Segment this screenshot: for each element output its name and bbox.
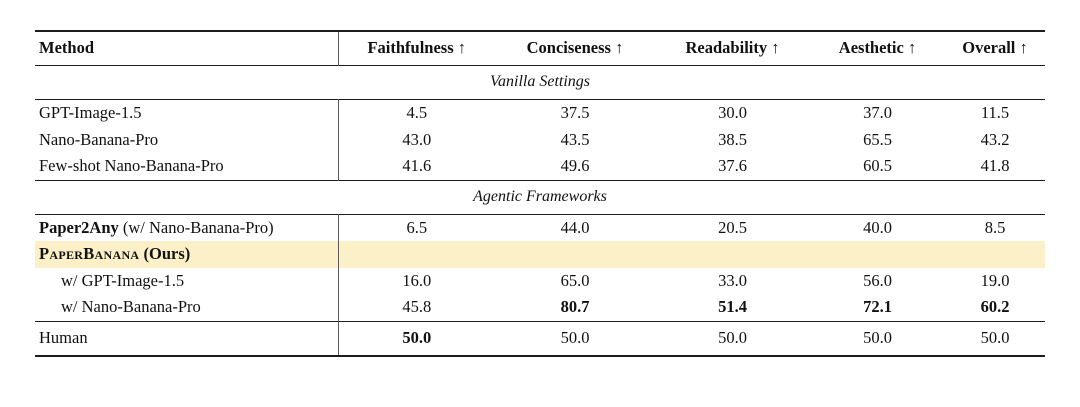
section-label: Agentic Frameworks: [473, 187, 607, 205]
cell-overall: 19.0: [980, 270, 1010, 290]
method-cell: Few-shot Nano-Banana-Pro: [35, 153, 339, 180]
method-cell: w/ GPT-Image-1.5: [35, 267, 339, 294]
col-header-aesthetic: Aesthetic ↑: [838, 38, 917, 57]
cell-conciseness: 44.0: [560, 217, 590, 237]
table-row-human: Human 50.0 50.0 50.0 50.0 50.0: [35, 321, 1045, 356]
table-row-ours-nano-banana-pro: w/ Nano-Banana-Pro 45.8 80.7 51.4 72.1 6…: [35, 294, 1045, 321]
cell-empty: [495, 241, 655, 268]
cell-aesthetic: 56.0: [863, 270, 892, 290]
cell-faithfulness: 50.0: [402, 327, 432, 347]
cell-aesthetic: 72.1: [863, 297, 892, 316]
col-header-faithfulness: Faithfulness ↑: [367, 38, 467, 57]
cell-readability: 37.6: [718, 156, 747, 175]
cell-aesthetic: 37.0: [863, 103, 892, 122]
cell-overall: 43.2: [980, 129, 1010, 149]
cell-overall: 11.5: [980, 103, 1010, 122]
table-row-gpt-image-15: GPT-Image-1.5 4.5 37.5 30.0 37.0 11.5: [35, 99, 1045, 127]
cell-aesthetic: 65.5: [863, 129, 892, 149]
cell-faithfulness: 16.0: [402, 270, 432, 290]
method-name-smallcaps: PaperBanana: [39, 244, 140, 263]
cell-faithfulness: 4.5: [406, 103, 428, 122]
table-row-paper2any: Paper2Any (w/ Nano-Banana-Pro) 6.5 44.0 …: [35, 214, 1045, 241]
cell-aesthetic: 60.5: [863, 156, 892, 175]
table-row-few-shot-nano-banana-pro: Few-shot Nano-Banana-Pro 41.6 49.6 37.6 …: [35, 153, 1045, 180]
col-header-conciseness: Conciseness ↑: [526, 38, 624, 57]
cell-conciseness: 80.7: [560, 297, 590, 316]
cell-empty: [655, 241, 810, 268]
cell-empty: [945, 241, 1045, 268]
section-vanilla-settings: Vanilla Settings: [35, 66, 1045, 100]
cell-empty: [338, 241, 495, 268]
cell-overall: 50.0: [980, 327, 1010, 347]
method-name-bold: Paper2Any: [39, 217, 119, 237]
cell-readability: 51.4: [718, 297, 747, 316]
cell-faithfulness: 41.6: [402, 156, 432, 175]
col-header-method: Method: [35, 31, 339, 66]
cell-conciseness: 43.5: [560, 129, 590, 149]
cell-readability: 50.0: [718, 327, 747, 347]
cell-aesthetic: 40.0: [863, 217, 892, 237]
cell-conciseness: 49.6: [560, 156, 590, 175]
method-cell: Paper2Any (w/ Nano-Banana-Pro): [35, 214, 339, 241]
cell-readability: 20.5: [718, 217, 747, 237]
cell-faithfulness: 6.5: [406, 217, 428, 237]
method-cell: Nano-Banana-Pro: [35, 126, 339, 153]
table-row-ours-gpt-image-15: w/ GPT-Image-1.5 16.0 65.0 33.0 56.0 19.…: [35, 267, 1045, 294]
results-table: Method Faithfulness ↑ Conciseness ↑ Read…: [35, 30, 1045, 357]
cell-conciseness: 65.0: [560, 270, 590, 290]
method-cell: Human: [35, 321, 339, 356]
table-row-paperbanana-ours: PaperBanana (Ours): [35, 241, 1045, 268]
cell-readability: 33.0: [718, 270, 747, 290]
cell-readability: 38.5: [718, 129, 747, 149]
col-header-overall: Overall ↑: [962, 38, 1028, 57]
cell-empty: [810, 241, 945, 268]
method-cell: PaperBanana (Ours): [35, 241, 339, 268]
cell-faithfulness: 43.0: [402, 129, 432, 149]
cell-readability: 30.0: [718, 103, 747, 122]
col-header-readability: Readability ↑: [685, 38, 780, 57]
table-header-row: Method Faithfulness ↑ Conciseness ↑ Read…: [35, 31, 1045, 66]
method-cell: GPT-Image-1.5: [35, 99, 339, 127]
table-row-nano-banana-pro: Nano-Banana-Pro 43.0 43.5 38.5 65.5 43.2: [35, 126, 1045, 153]
cell-aesthetic: 50.0: [863, 327, 892, 347]
cell-overall: 41.8: [980, 156, 1010, 175]
method-name-rest: (w/ Nano-Banana-Pro): [118, 217, 274, 237]
cell-overall: 8.5: [984, 217, 1006, 237]
cell-conciseness: 37.5: [560, 103, 590, 122]
method-cell: w/ Nano-Banana-Pro: [35, 294, 339, 321]
method-name-suffix: (Ours): [139, 244, 191, 263]
section-label: Vanilla Settings: [490, 73, 590, 90]
cell-faithfulness: 45.8: [402, 297, 432, 316]
section-agentic-frameworks: Agentic Frameworks: [35, 180, 1045, 214]
cell-conciseness: 50.0: [560, 327, 590, 347]
cell-overall: 60.2: [980, 297, 1010, 316]
